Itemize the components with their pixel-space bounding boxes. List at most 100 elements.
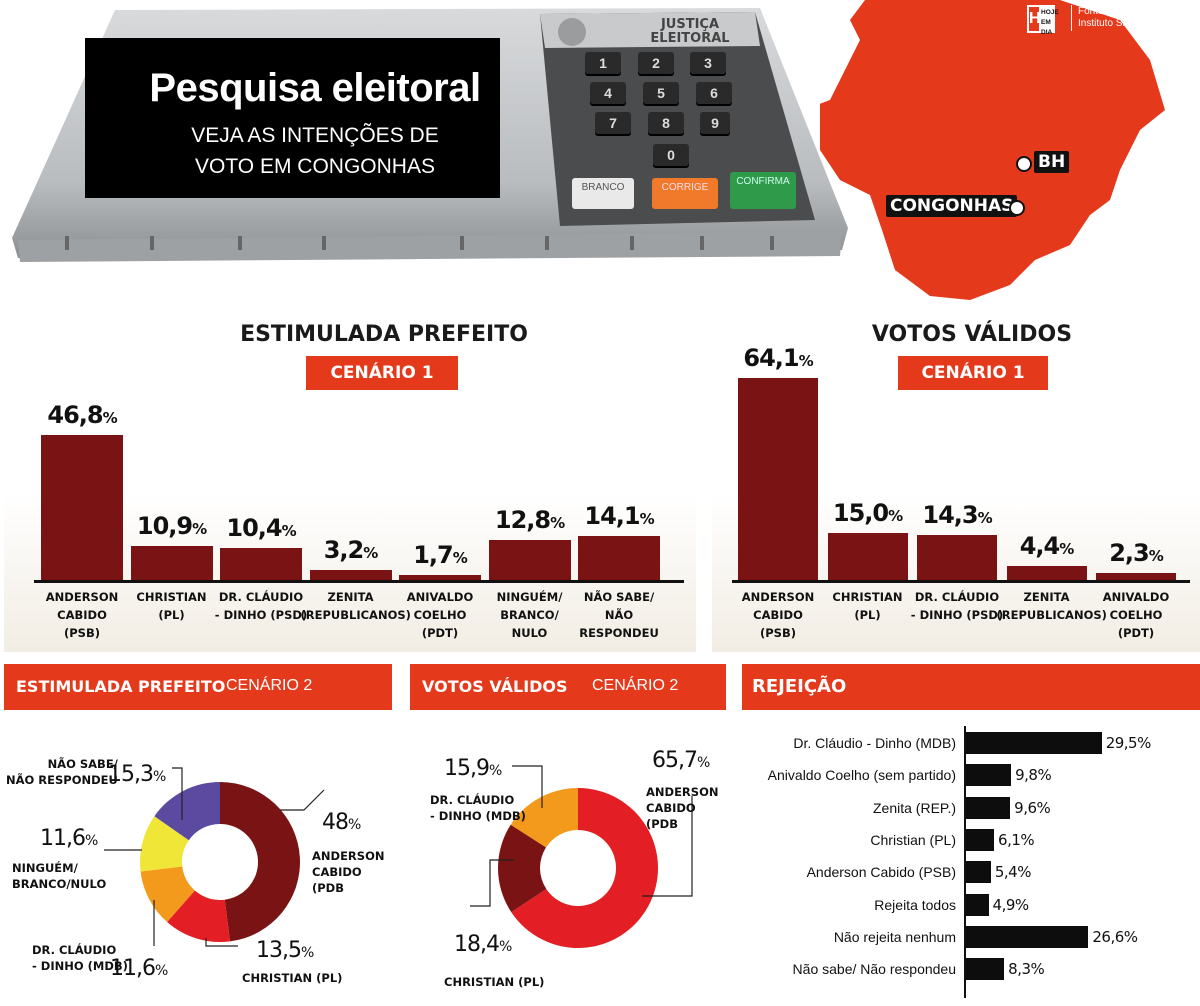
bh-label: BH xyxy=(1034,151,1070,173)
slice-value-label: 18,4% xyxy=(454,932,512,957)
congonhas-dot xyxy=(1009,200,1025,216)
state-map: BH CONGONHAS H HOJE EM DIA Fonte: Instit… xyxy=(820,0,1200,305)
panel3-header: ESTIMULADA PREFEITO CENÁRIO 2 xyxy=(4,664,392,710)
rejeicao-category-label: Não rejeita nenhum xyxy=(833,928,956,945)
rejeicao-bar xyxy=(966,958,1005,981)
bar xyxy=(309,570,392,580)
logo: H HOJE EM DIA xyxy=(1027,5,1059,36)
rejeicao-value-label: 4,9% xyxy=(992,895,1030,914)
bar-category-label: ANIVALDO COELHO (PDT) xyxy=(1102,590,1170,640)
bar xyxy=(1006,566,1087,580)
bar-category-label: CHRISTIAN (PL) xyxy=(832,590,903,622)
voting-machine-illustration: JUSTIÇA ELEITORAL 1 2 3 4 5 6 7 8 9 0 BR… xyxy=(0,0,860,290)
leader-line xyxy=(172,767,183,820)
donut-estimulada-c2-labels: 48% ANDERSON CABIDO (PDB 13,5% CHRISTIAN (PL… xyxy=(4,664,392,1006)
rejeicao-bar xyxy=(966,732,1102,754)
bar-value-label: 15,0% xyxy=(832,498,903,527)
rejeicao-category-label: Rejeita todos xyxy=(874,896,956,913)
slice-category-label: DR. CLÁUDIO - DINHO (MDB) xyxy=(32,943,128,973)
slice-value-label: 15,3% xyxy=(108,762,166,787)
bar-value-label: 2,3% xyxy=(1109,538,1164,567)
slice-value-label: 11,6% xyxy=(40,826,98,851)
slice-category-label: NÃO SABE/NÃO RESPONDEU xyxy=(6,757,118,787)
bar-category-label: ZENITA (REPUBLICANOS) xyxy=(300,590,411,622)
rejeicao-value-label: 8,3% xyxy=(1008,960,1045,979)
donut-estimulada-c2 xyxy=(104,767,325,947)
panel2-title: VOTOS VÁLIDOS xyxy=(871,322,1073,347)
chart-axis-line xyxy=(732,580,1190,583)
slice-value-label: 65,7% xyxy=(652,748,710,773)
bar-category-label: DR. CLÁUDIO - DINHO (PSD) xyxy=(214,590,308,622)
slice-category-label: ANDERSON CABIDO (PDB xyxy=(646,785,719,831)
donut-slice xyxy=(154,782,220,841)
bar xyxy=(220,547,302,580)
donut-slice xyxy=(140,866,195,923)
panel4-scenario: CENÁRIO 2 xyxy=(592,677,679,694)
bar xyxy=(917,534,997,580)
bar-value-label: 4,4% xyxy=(1019,532,1075,561)
rejeicao-bar xyxy=(966,796,1011,819)
bar-category-label: CHRISTIAN (PL) xyxy=(136,590,207,622)
panel3-scenario: CENÁRIO 2 xyxy=(226,677,313,694)
logo-line1: HOJE xyxy=(1041,9,1059,16)
leader-line xyxy=(280,789,325,811)
panel2-scenario-badge: CENÁRIO 1 xyxy=(898,356,1048,390)
slice-value-label: 11,6% xyxy=(110,956,168,981)
bar-value-label: 10,4% xyxy=(226,513,296,542)
panel-validos-c2: VOTOS VÁLIDOS CENÁRIO 2 65,7% ANDERSON CAB… xyxy=(410,664,726,1006)
page-subtitle: VEJA AS INTENÇÕES DE VOTO EM CONGONHAS xyxy=(120,120,510,182)
bar-category-label: ANDERSON CABIDO (PSB) xyxy=(741,590,815,640)
congonhas-label: CONGONHAS xyxy=(886,195,1018,217)
rejeicao-category-label: Anderson Cabido (PSB) xyxy=(806,864,956,881)
slice-category-label: DR. CLÁUDIO - DINHO (MDB) xyxy=(430,793,526,823)
leader-line xyxy=(205,938,238,947)
bar-category-label: ZENITA (REPUBLICANOS) xyxy=(996,590,1107,622)
chart-axis-line xyxy=(34,580,684,583)
key-1: 1 xyxy=(585,52,621,74)
source-line1: Fonte: xyxy=(1078,6,1107,17)
bar-category-label: ANIVALDO COELHO (PDT) xyxy=(406,590,474,640)
bar xyxy=(1096,572,1176,580)
rejeicao-value-label: 26,6% xyxy=(1092,927,1138,946)
slice-category-label: ANDERSON CABIDO (PDB xyxy=(312,849,385,895)
bar xyxy=(399,574,481,580)
rejeicao-category-label: Anivaldo Coelho (sem partido) xyxy=(767,767,956,784)
bar-value-label: 14,3% xyxy=(922,500,992,529)
key-8: 8 xyxy=(648,112,684,134)
leader-line xyxy=(642,796,693,897)
bar-value-label: 1,7% xyxy=(413,540,468,569)
bar-category-label: ANDERSON CABIDO (PSB) xyxy=(45,590,119,640)
rejeicao-category-label: Christian (PL) xyxy=(870,831,956,848)
bar-value-label: 10,9% xyxy=(136,512,207,541)
panel5-title: REJEIÇÃO xyxy=(752,676,847,697)
key-2: 2 xyxy=(638,52,674,74)
confirma-button: CONFIRMA xyxy=(730,172,796,209)
logo-divider xyxy=(1071,5,1072,31)
bar-value-label: 46,8% xyxy=(47,400,117,429)
panel-estimulada-c2: ESTIMULADA PREFEITO CENÁRIO 2 48% ANDERSO… xyxy=(4,664,392,1006)
bar-value-label: 3,2% xyxy=(323,536,379,565)
panel1-scenario-badge: CENÁRIO 1 xyxy=(306,356,458,390)
logo-line2: EM DIA xyxy=(1041,19,1053,36)
slice-value-label: 13,5% xyxy=(256,938,314,963)
branco-button: BRANCO xyxy=(572,178,634,209)
machine-label-line1: JUSTIÇA xyxy=(660,17,720,32)
rejeicao-value-label: 6,1% xyxy=(998,830,1035,849)
bh-dot xyxy=(1016,156,1032,172)
leader-line xyxy=(470,859,514,907)
key-3: 3 xyxy=(690,52,726,74)
key-7: 7 xyxy=(595,112,631,134)
slice-category-label: CHRISTIAN (PL) xyxy=(444,975,545,989)
bar-category-label: NINGUÉM/BRANCO/NULO xyxy=(496,590,563,640)
rejeicao-axis xyxy=(964,726,966,998)
bar-chart-rejeicao: Dr. Cláudio - Dinho (MDB) 29,5% Anivaldo C… xyxy=(742,664,1200,1006)
slice-value-label: 48% xyxy=(322,810,361,835)
donut-validos-c2-labels: 65,7% ANDERSON CABIDO (PDB 18,4% CHRISTIAN (… xyxy=(410,664,726,1006)
bar-category-label: DR. CLÁUDIO - DINHO (PSD) xyxy=(910,590,1004,622)
panel4-title: VOTOS VÁLIDOS xyxy=(422,677,568,696)
rejeicao-bar xyxy=(966,893,989,916)
panel4-header: VOTOS VÁLIDOS CENÁRIO 2 xyxy=(410,664,726,710)
rejeicao-bar xyxy=(966,764,1012,787)
key-5: 5 xyxy=(643,82,679,104)
bar xyxy=(578,536,660,580)
